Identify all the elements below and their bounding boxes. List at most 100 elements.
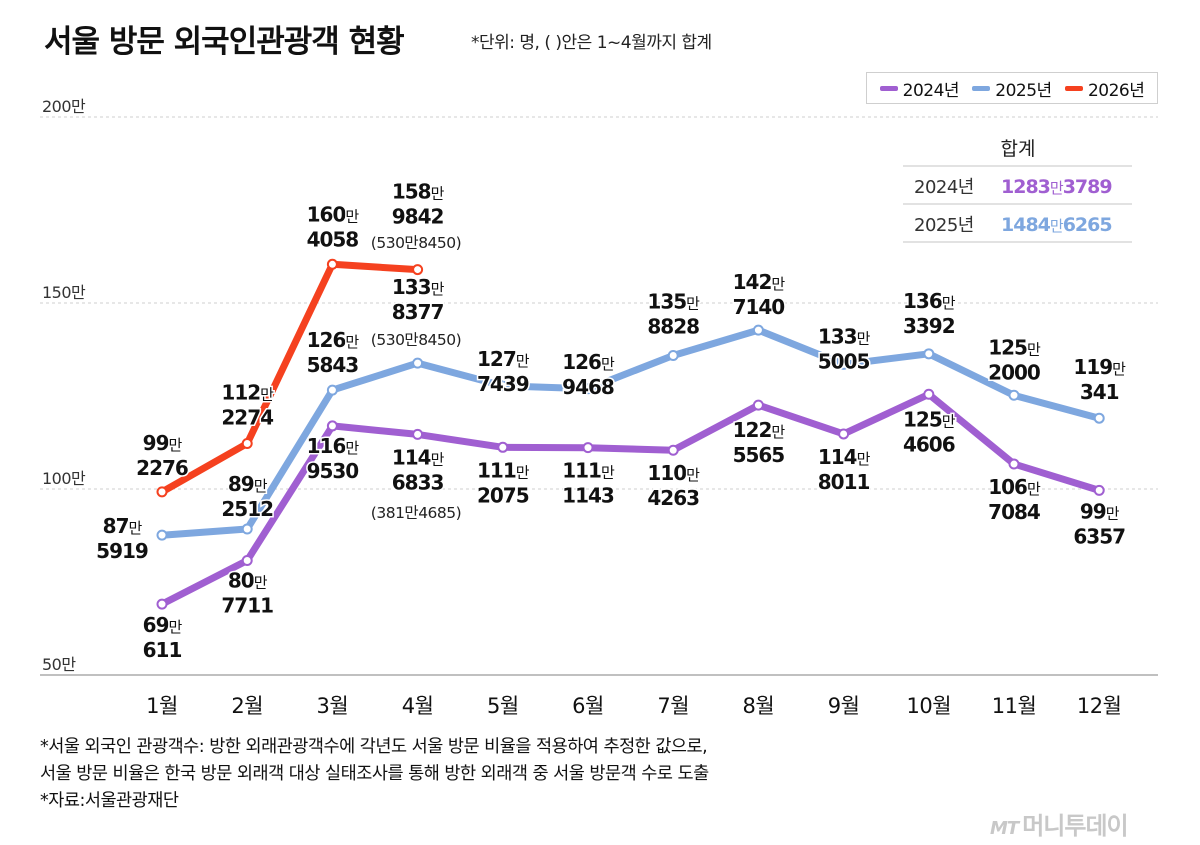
data-label-top: 160만 xyxy=(307,202,360,226)
data-point xyxy=(156,529,168,541)
totals-value-unit: 만 xyxy=(1050,179,1064,197)
totals-value-suffix: 3789 xyxy=(1063,176,1112,198)
legend-label-2026: 2026년 xyxy=(1087,80,1145,101)
data-label-top: 69만 xyxy=(143,613,183,637)
data-point xyxy=(582,383,594,395)
data-label-number: 114 xyxy=(818,445,857,469)
cumulative-annotation: (530만8450) xyxy=(371,331,461,349)
data-label-unit: 만 xyxy=(260,386,274,404)
totals-value-prefix: 1283 xyxy=(1001,176,1050,198)
legend-swatch-2024 xyxy=(879,85,898,91)
unit-note: *단위: 명, ( )안은 1~4월까지 합계 xyxy=(471,33,712,53)
data-label-top: 125만 xyxy=(903,407,956,431)
data-label-bottom: 7084 xyxy=(988,500,1040,524)
data-label-top: 111만 xyxy=(562,459,615,483)
data-point xyxy=(1093,484,1105,496)
data-point xyxy=(667,444,679,456)
y-tick-label: 50만 xyxy=(42,655,76,674)
totals-year: 2024년 xyxy=(914,177,974,198)
y-tick-label: 100만 xyxy=(42,469,86,488)
data-label-number: 135 xyxy=(647,290,686,314)
data-label-unit: 만 xyxy=(169,436,183,454)
data-label-top: 111만 xyxy=(477,458,530,482)
totals-header: 합계 xyxy=(1001,138,1036,160)
data-label-number: 99 xyxy=(143,431,169,455)
data-label-number: 111 xyxy=(477,458,516,482)
data-point xyxy=(752,399,764,411)
data-point xyxy=(241,438,253,450)
x-tick-label: 7월 xyxy=(657,694,689,718)
data-point xyxy=(1093,412,1105,424)
data-label-top: 110만 xyxy=(647,461,700,485)
data-label-top: 142만 xyxy=(733,270,786,294)
footnotes: *서울 외국인 관광객수: 방한 외래관광객수에 각년도 서울 방문 비율을 적… xyxy=(40,734,709,815)
data-label-unit: 만 xyxy=(129,519,143,537)
data-label-unit: 만 xyxy=(345,207,359,225)
cumulative-annotation: (381만4685) xyxy=(371,504,461,522)
data-label-number: 127 xyxy=(477,347,516,371)
x-tick-label: 4월 xyxy=(402,694,434,718)
totals-value-unit: 만 xyxy=(1050,217,1064,235)
data-label-top: 136만 xyxy=(903,289,956,313)
legend-swatch-2026 xyxy=(1064,85,1083,91)
data-label-bottom: 341 xyxy=(1080,380,1119,404)
data-label-number: 106 xyxy=(988,475,1027,499)
data-label-top: 135만 xyxy=(647,290,700,314)
data-label-number: 133 xyxy=(818,324,857,348)
y-tick-label: 200만 xyxy=(42,97,86,116)
data-label-unit: 만 xyxy=(169,618,183,636)
data-label-number: 125 xyxy=(903,407,942,431)
data-point xyxy=(412,428,424,440)
x-tick-label: 3월 xyxy=(317,694,349,718)
data-label-unit: 만 xyxy=(254,477,268,495)
data-label-unit: 만 xyxy=(345,439,359,457)
data-point xyxy=(1008,389,1020,401)
legend-label-2024: 2024년 xyxy=(902,80,960,101)
data-label-bottom: 6357 xyxy=(1073,524,1125,548)
data-label-bottom: 1143 xyxy=(562,484,614,508)
data-point xyxy=(752,324,764,336)
data-point xyxy=(241,523,253,535)
data-label-bottom: 6833 xyxy=(392,470,444,494)
brand-logo: MT 머니투데이 xyxy=(990,806,1129,841)
data-label-top: 89만 xyxy=(228,472,268,496)
x-tick-label: 6월 xyxy=(572,694,604,718)
data-point xyxy=(497,441,509,453)
data-label-bottom: 4606 xyxy=(903,432,955,456)
data-label-top: 125만 xyxy=(988,335,1041,359)
data-label-bottom: 4058 xyxy=(307,227,359,251)
x-tick-label: 11월 xyxy=(992,694,1037,718)
data-label-bottom: 8011 xyxy=(818,470,870,494)
totals-value: 1484만6265 xyxy=(1001,214,1112,236)
data-label-bottom: 8828 xyxy=(647,315,699,339)
data-label-unit: 만 xyxy=(431,280,445,298)
legend: 2024년 2025년 2026년 xyxy=(866,72,1158,104)
data-label-number: 158 xyxy=(392,180,431,204)
data-point xyxy=(838,358,850,370)
data-point xyxy=(497,380,509,392)
data-label-number: 160 xyxy=(307,202,346,226)
data-label-bottom: 7439 xyxy=(477,372,529,396)
legend-item-2024: 2024년 xyxy=(879,76,960,101)
footnote-line-1: *서울 외국인 관광객수: 방한 외래관광객수에 각년도 서울 방문 비율을 적… xyxy=(40,737,708,757)
data-label-number: 122 xyxy=(733,418,772,442)
legend-swatch-2025 xyxy=(972,85,991,91)
page-title: 서울 방문 외국인관광객 현황 xyxy=(44,24,405,60)
data-label-unit: 만 xyxy=(254,574,268,592)
data-label-unit: 만 xyxy=(431,185,445,203)
data-label-unit: 만 xyxy=(857,450,871,468)
data-label-bottom: 8377 xyxy=(392,300,444,324)
data-point xyxy=(838,428,850,440)
data-label-number: 99 xyxy=(1080,499,1106,523)
data-label-unit: 만 xyxy=(345,333,359,351)
data-point xyxy=(412,264,424,276)
data-label-bottom: 5843 xyxy=(307,353,359,377)
data-label-unit: 만 xyxy=(942,412,956,430)
data-label-top: 126만 xyxy=(307,328,360,352)
totals-year: 2025년 xyxy=(914,215,974,236)
x-tick-label: 9월 xyxy=(828,694,860,718)
x-tick-label: 2월 xyxy=(231,694,263,718)
data-label-number: 69 xyxy=(143,613,169,637)
data-label-bottom: 2512 xyxy=(221,497,273,521)
